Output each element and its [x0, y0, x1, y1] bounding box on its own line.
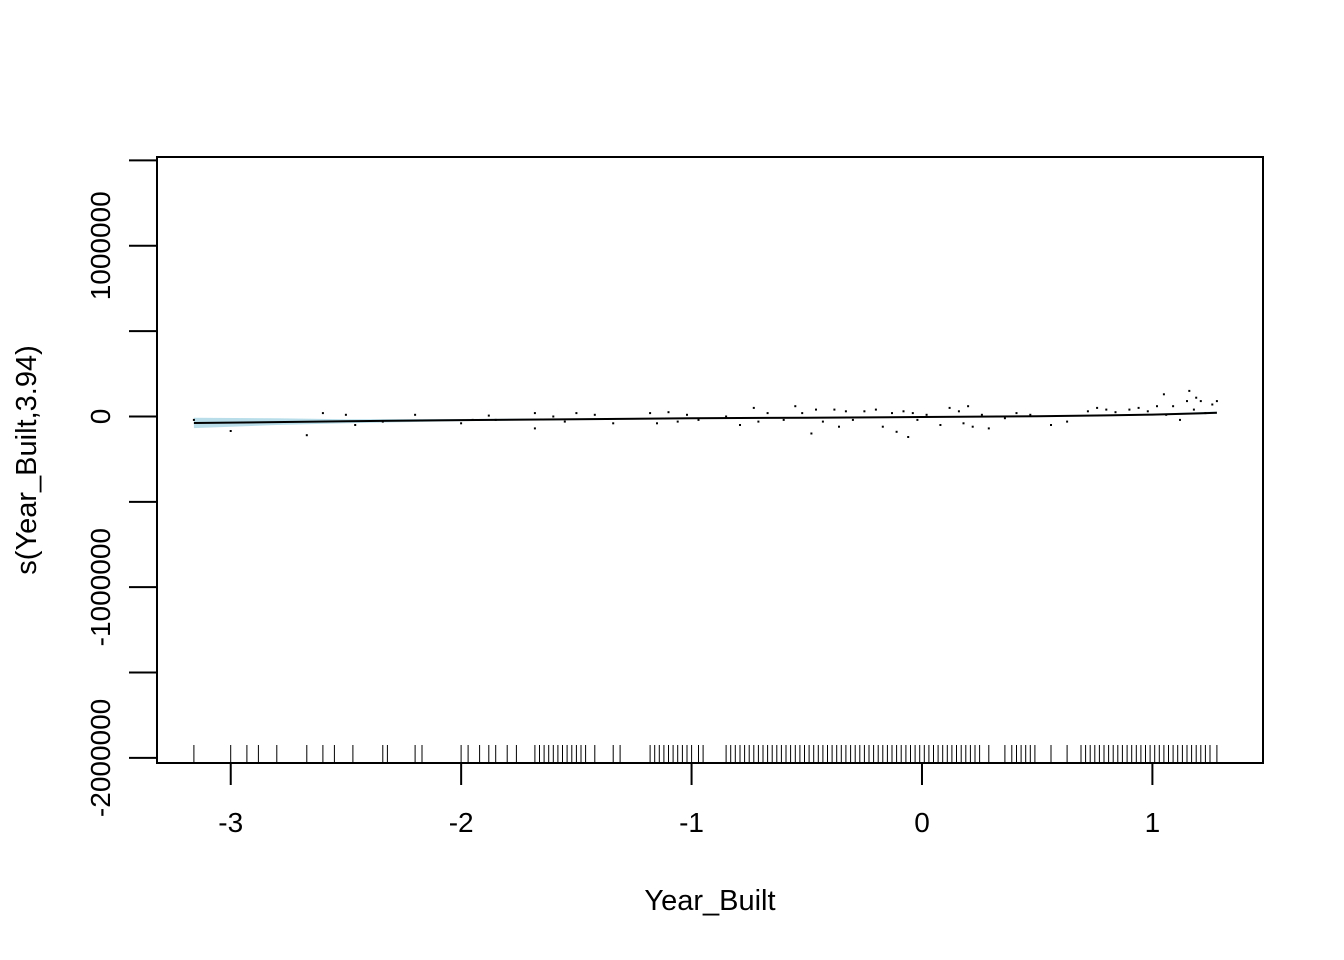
residual-point: [739, 424, 741, 426]
residual-point: [414, 413, 417, 416]
smooth-line: [193, 411, 1217, 424]
residual-point: [874, 408, 877, 411]
residual-point: [838, 425, 840, 428]
residual-point: [895, 430, 898, 433]
residual-point: [725, 415, 728, 418]
residual-point: [1096, 406, 1099, 409]
residual-point: [782, 418, 785, 421]
residual-point: [962, 422, 965, 425]
residual-point: [487, 414, 490, 417]
y-axis-title: s(Year_Built,3.94): [11, 345, 43, 574]
residual-point: [321, 412, 324, 415]
residual-point: [1066, 420, 1069, 423]
x-tick-label: -1: [679, 807, 704, 838]
residual-point: [891, 412, 893, 415]
smooth-line-layer: [193, 411, 1217, 424]
residual-point: [1195, 396, 1198, 399]
residual-point: [460, 422, 463, 425]
residual-point: [1215, 400, 1218, 403]
residual-point: [1105, 408, 1108, 411]
residual-point: [1050, 424, 1052, 426]
confidence-band-layer: [193, 411, 1217, 429]
residual-point: [697, 418, 700, 421]
residual-point: [656, 422, 658, 425]
y-tick-label: -1000000: [85, 528, 116, 646]
residual-point: [1156, 405, 1158, 408]
residual-point: [533, 412, 536, 415]
x-axis-title: Year_Built: [644, 885, 775, 917]
residual-point: [1211, 403, 1214, 406]
residual-point: [1086, 410, 1089, 413]
x-tick-label: -3: [218, 807, 243, 838]
residual-point: [766, 412, 769, 415]
residual-point: [757, 420, 760, 423]
residual-point: [676, 420, 679, 423]
residual-point: [1137, 406, 1140, 409]
residual-point: [902, 410, 905, 413]
residual-point: [1162, 393, 1165, 396]
residual-point: [801, 412, 804, 415]
x-axis: -3 -2 -1 0 1: [218, 762, 1161, 838]
x-tick-label: 0: [914, 807, 930, 838]
residual-point: [794, 405, 797, 408]
y-tick-label: 1000000: [85, 191, 116, 300]
residual-point: [863, 410, 866, 413]
residual-point: [344, 413, 347, 416]
residual-point: [1179, 418, 1181, 421]
residual-point: [593, 413, 596, 416]
residual-point: [948, 406, 951, 409]
residual-point: [939, 424, 942, 426]
residual-point: [563, 420, 566, 423]
residual-point: [686, 413, 688, 416]
residual-point: [1029, 413, 1032, 416]
residual-point: [533, 427, 536, 430]
residual-point: [1114, 411, 1117, 414]
x-tick-label: 1: [1145, 807, 1161, 838]
y-tick-label: -2000000: [85, 699, 116, 817]
residual-point: [1199, 400, 1202, 403]
residual-point: [833, 408, 836, 411]
residual-point: [821, 420, 824, 423]
rug-layer: [193, 745, 1218, 763]
residual-point: [851, 418, 854, 421]
residual-point: [229, 430, 232, 432]
partial-residuals-layer: [192, 389, 1218, 438]
residual-point: [575, 412, 578, 415]
residual-point: [1192, 408, 1195, 411]
residual-point: [1015, 412, 1018, 415]
residual-point: [1172, 405, 1175, 408]
residual-point: [844, 410, 847, 413]
residual-point: [649, 412, 652, 415]
residual-point: [980, 413, 983, 416]
residual-point: [957, 410, 960, 413]
residual-point: [552, 415, 555, 418]
residual-point: [810, 432, 813, 435]
residual-point: [1146, 410, 1149, 413]
residual-point: [612, 422, 615, 425]
residual-point: [815, 408, 817, 411]
residual-point: [881, 425, 884, 428]
residual-point: [1128, 408, 1131, 411]
residual-point: [1003, 417, 1006, 420]
x-tick-label: -2: [449, 807, 474, 838]
residual-point: [967, 405, 970, 408]
y-axis: -2000000 -1000000 0 1000000: [85, 159, 158, 817]
residual-point: [667, 411, 670, 414]
residual-point: [305, 434, 308, 437]
residual-point: [752, 406, 755, 409]
residual-point: [1186, 400, 1188, 403]
residual-point: [916, 418, 919, 421]
residual-point: [987, 427, 990, 430]
residual-point: [354, 424, 357, 426]
residual-point: [1188, 389, 1191, 392]
y-tick-label: 0: [85, 409, 116, 425]
residual-point: [907, 436, 910, 438]
confidence-band: [193, 411, 1217, 429]
residual-point: [911, 412, 914, 415]
plot-frame: [156, 156, 1264, 764]
residual-point: [925, 413, 928, 416]
residual-point: [192, 418, 195, 421]
residual-point: [971, 425, 974, 428]
